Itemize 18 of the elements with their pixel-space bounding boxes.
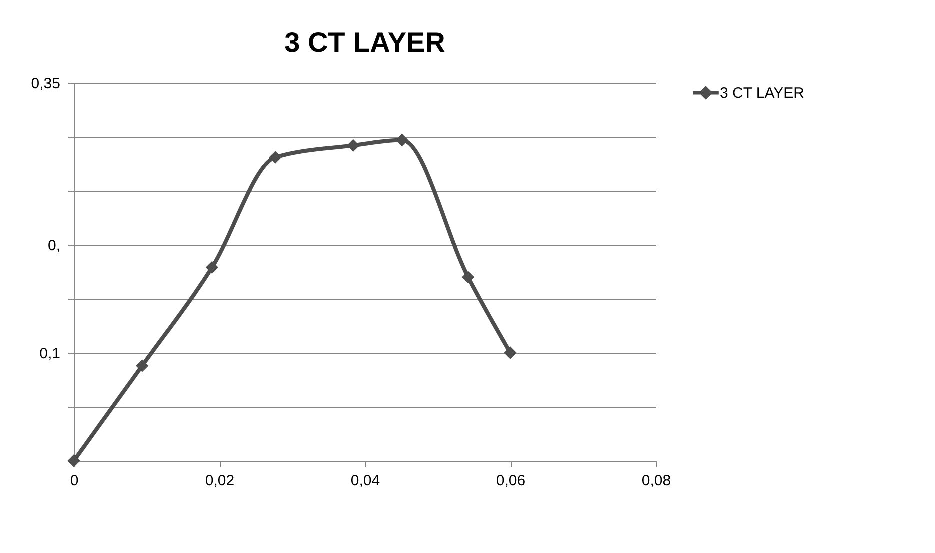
point (504, 346, 517, 360)
point (269, 151, 282, 164)
y-tick-label: 0, (48, 238, 60, 254)
legend-label: 3 CT LAYER (720, 85, 805, 102)
x-tick-label: 0,08 (642, 472, 672, 490)
chart-title: 3 CT LAYER (284, 27, 446, 58)
x-tick-label: 0 (70, 472, 79, 490)
point (396, 134, 408, 147)
point (347, 139, 360, 152)
x-tick-label: 0,06 (496, 472, 526, 490)
x-tick-label: 0,02 (205, 472, 235, 490)
y-tick-label: 0,1 (40, 346, 60, 362)
point (136, 360, 149, 372)
y-tick-label: 0,35 (31, 76, 60, 92)
point (206, 261, 219, 274)
point (68, 454, 80, 468)
x-tick-label: 0,04 (350, 472, 380, 490)
point (462, 271, 475, 284)
